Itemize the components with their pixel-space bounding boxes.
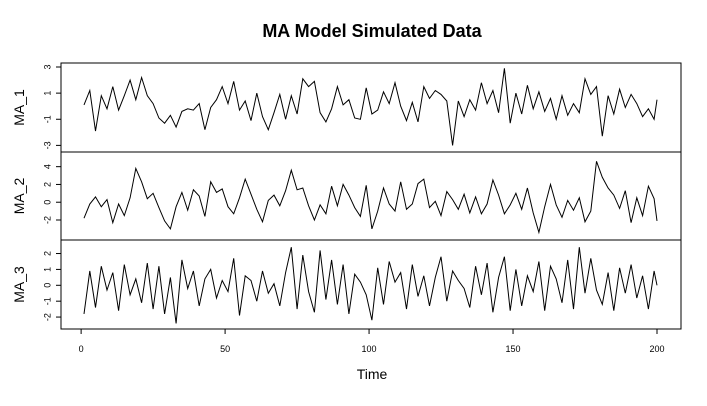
- panel-ylabel: MA_2: [11, 178, 27, 215]
- panel-ma-3: -2 -1 0 1 2 MA_3: [11, 239, 682, 330]
- y-tick-label: 0: [42, 283, 52, 288]
- series-line: [83, 161, 658, 235]
- y-tick-label: 3: [42, 64, 52, 69]
- panel-ylabel: MA_1: [11, 89, 27, 126]
- panel-ma-1: -3 -1 1 3 MA_1: [11, 62, 682, 153]
- panel-ma-2: -2 0 2 4 MA_2: [11, 151, 682, 241]
- series-line: [83, 247, 658, 324]
- x-tick-label: 150: [506, 344, 521, 354]
- x-tick-label: 100: [362, 344, 377, 354]
- x-axis: 0 50 100 150 200: [79, 328, 665, 354]
- chart-title: MA Model Simulated Data: [262, 21, 482, 41]
- series-line: [83, 68, 658, 146]
- y-tick-label: -3: [42, 141, 52, 149]
- y-tick-label: -1: [42, 115, 52, 123]
- x-tick-label: 0: [79, 344, 84, 354]
- y-tick-label: 2: [42, 182, 52, 187]
- y-tick-label: 4: [42, 164, 52, 169]
- y-tick-label: -2: [42, 216, 52, 224]
- y-tick-label: -2: [42, 313, 52, 321]
- y-tick-label: 0: [42, 200, 52, 205]
- x-tick-label: 200: [649, 344, 664, 354]
- panel-frame: [60, 62, 682, 153]
- x-axis-title: Time: [357, 366, 388, 382]
- y-tick-label: 2: [42, 251, 52, 256]
- y-tick-label: -1: [42, 297, 52, 305]
- x-tick-label: 50: [220, 344, 230, 354]
- y-tick-label: 1: [42, 267, 52, 272]
- panel-ylabel: MA_3: [11, 266, 27, 303]
- y-tick-label: 1: [42, 91, 52, 96]
- panels-group: -3 -1 1 3 MA_1 -2 0 2 4 MA_2 -2 -1 0 1 2 MA_3: [11, 62, 682, 330]
